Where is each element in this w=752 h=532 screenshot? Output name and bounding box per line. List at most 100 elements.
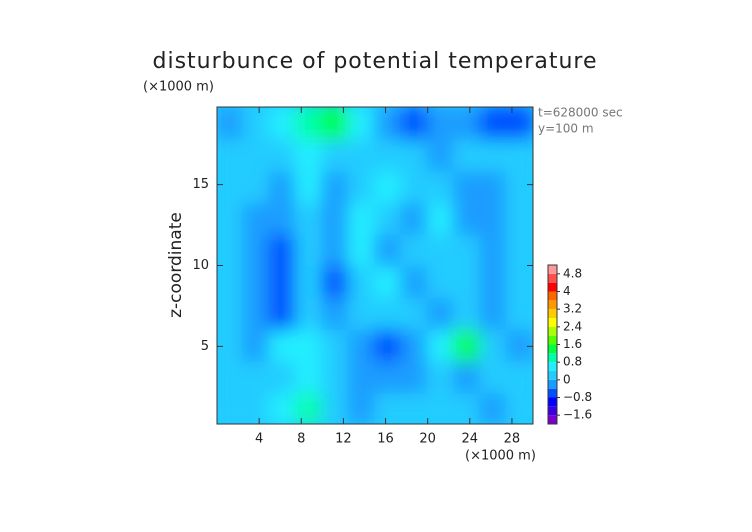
field-cell <box>347 137 376 172</box>
field-cell <box>347 232 376 267</box>
field-cell <box>426 264 455 299</box>
field-cell <box>374 169 403 204</box>
field-cell <box>321 232 350 267</box>
field-cell <box>321 169 350 204</box>
field-cell <box>268 137 297 172</box>
field-cell <box>217 296 245 330</box>
field-cell <box>374 359 403 394</box>
field-cell <box>321 391 350 424</box>
field-cell <box>295 391 324 424</box>
field-cell <box>374 391 403 424</box>
colorbar-band <box>548 291 557 301</box>
colorbar-band <box>548 300 557 310</box>
field-cell <box>242 264 271 299</box>
field-cell <box>347 327 376 362</box>
field-cell <box>505 359 533 394</box>
field-cell <box>505 169 533 204</box>
field-cell <box>453 296 482 330</box>
colorbar-band <box>548 273 557 283</box>
field-cell <box>479 391 508 424</box>
colorbar-tick-label: 2.4 <box>563 319 582 333</box>
field-cell <box>268 232 297 267</box>
field-cell <box>321 201 350 235</box>
field-cell <box>374 327 403 362</box>
field-cell <box>374 232 403 267</box>
colorbar-band <box>548 282 557 292</box>
field-cell <box>321 359 350 394</box>
field-cell <box>453 169 482 204</box>
field-cell <box>426 201 455 235</box>
field-cell <box>242 391 271 424</box>
colorbar-tick-label: 4 <box>563 284 571 298</box>
field-cell <box>400 107 429 140</box>
field-cell <box>426 327 455 362</box>
field-cell <box>400 201 429 235</box>
field-cell <box>347 107 376 140</box>
field-cell <box>321 137 350 172</box>
field-cell <box>295 201 324 235</box>
field-cell <box>505 391 533 424</box>
field-cell <box>321 107 350 140</box>
colorbar-band <box>548 353 557 363</box>
field-cell <box>479 296 508 330</box>
field-cell <box>295 359 324 394</box>
field-cell <box>295 264 324 299</box>
field <box>217 107 533 424</box>
field-cell <box>217 359 245 394</box>
x-unit: (×1000 m) <box>465 449 536 464</box>
field-cell <box>374 296 403 330</box>
y-tick-label: 10 <box>192 258 209 273</box>
colorbar-tick-label: 1.6 <box>563 337 582 351</box>
field-cell <box>453 327 482 362</box>
field-cell <box>505 137 533 172</box>
field-cell <box>505 264 533 299</box>
field-cell <box>479 264 508 299</box>
field-cell <box>242 107 271 140</box>
y-tick-label: 15 <box>192 177 209 192</box>
colorbar-band <box>548 335 557 345</box>
field-cell <box>217 232 245 267</box>
field-cell <box>217 201 245 235</box>
field-cell <box>453 232 482 267</box>
annotation: t=628000 sec <box>538 106 623 120</box>
field-cell <box>347 201 376 235</box>
field-cell <box>400 137 429 172</box>
colorbar-band <box>548 344 557 354</box>
colorbar-band <box>548 265 557 274</box>
field-cell <box>374 201 403 235</box>
colorbar-band <box>548 388 557 398</box>
x-tick-label: 28 <box>504 432 521 447</box>
colorbar-tick-label: −0.8 <box>563 390 592 404</box>
field-cell <box>242 296 271 330</box>
field-cell <box>217 264 245 299</box>
field-cell <box>242 359 271 394</box>
field-cell <box>479 107 508 140</box>
colorbar-band <box>548 318 557 327</box>
field-cells <box>217 107 533 424</box>
field-cell <box>453 107 482 140</box>
field-cell <box>479 201 508 235</box>
field-cell <box>268 391 297 424</box>
field-cell <box>400 391 429 424</box>
x-tick-label: 8 <box>297 432 305 447</box>
field-cell <box>321 327 350 362</box>
field-cell <box>400 327 429 362</box>
field-cell <box>295 169 324 204</box>
field-cell <box>426 169 455 204</box>
field-cell <box>295 232 324 267</box>
field-cell <box>505 107 533 140</box>
field-cell <box>400 359 429 394</box>
field-cell <box>505 201 533 235</box>
field-cell <box>453 391 482 424</box>
field-cell <box>217 327 245 362</box>
colorbar-band <box>548 415 557 424</box>
field-cell <box>295 107 324 140</box>
field-cell <box>479 137 508 172</box>
field-cell <box>242 201 271 235</box>
field-cell <box>268 264 297 299</box>
y-tick-label: 5 <box>201 339 209 354</box>
colorbar-band <box>548 309 557 318</box>
x-tick-label: 4 <box>255 432 263 447</box>
field-cell <box>374 264 403 299</box>
